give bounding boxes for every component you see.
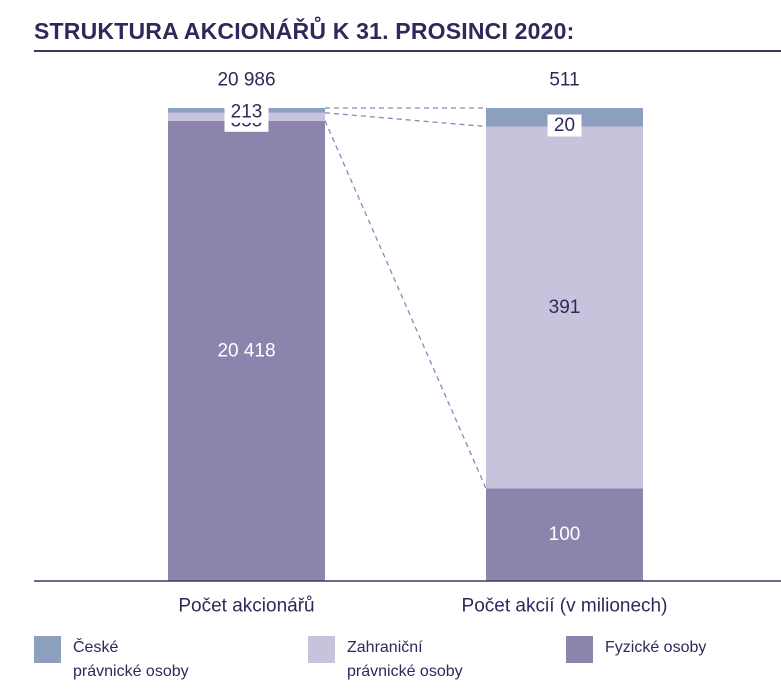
bar-segment: [486, 126, 643, 489]
value-label-box: [547, 114, 582, 137]
bar-segment: [486, 488, 643, 581]
connector-lines: [324, 107, 487, 489]
value-label-box: [224, 100, 269, 123]
legend-label-line: Zahraniční: [347, 639, 423, 656]
connector-line: [324, 120, 487, 489]
legend-item: Zahraniční právnické osoby: [308, 636, 463, 684]
total-label: 20 986: [217, 70, 275, 91]
legend-label-line: České: [73, 639, 119, 656]
value-label: 213: [231, 101, 263, 122]
category-label: Počet akcionářů: [178, 596, 314, 617]
value-label: 20 418: [217, 340, 275, 361]
chart-title: STRUKTURA AKCIONÁŘŮ K 31. PROSINCI 2020:: [34, 18, 575, 44]
legend-item: Fyzické osoby: [566, 636, 706, 663]
value-label: 391: [549, 297, 581, 318]
category-label: Počet akcií (v milionech): [462, 596, 668, 617]
value-label: 100: [549, 524, 581, 545]
legend-label: Fyzické osoby: [605, 636, 706, 660]
legend-item: České právnické osoby: [34, 636, 189, 684]
legend-swatch: [308, 636, 335, 663]
legend-label-line: Fyzické osoby: [605, 639, 707, 656]
bars: [168, 108, 643, 581]
total-label: 511: [549, 70, 579, 91]
title-divider: [34, 50, 781, 52]
legend-swatch: [566, 636, 593, 663]
connector-line: [324, 112, 487, 128]
legend-label-line: právnické osoby: [73, 663, 189, 680]
value-label: 20: [554, 115, 575, 136]
legend-swatch: [34, 636, 61, 663]
bar-segment: [168, 120, 325, 581]
legend-label-line: právnické osoby: [347, 663, 463, 680]
legend-label: České právnické osoby: [73, 636, 189, 684]
legend-label: Zahraniční právnické osoby: [347, 636, 463, 684]
